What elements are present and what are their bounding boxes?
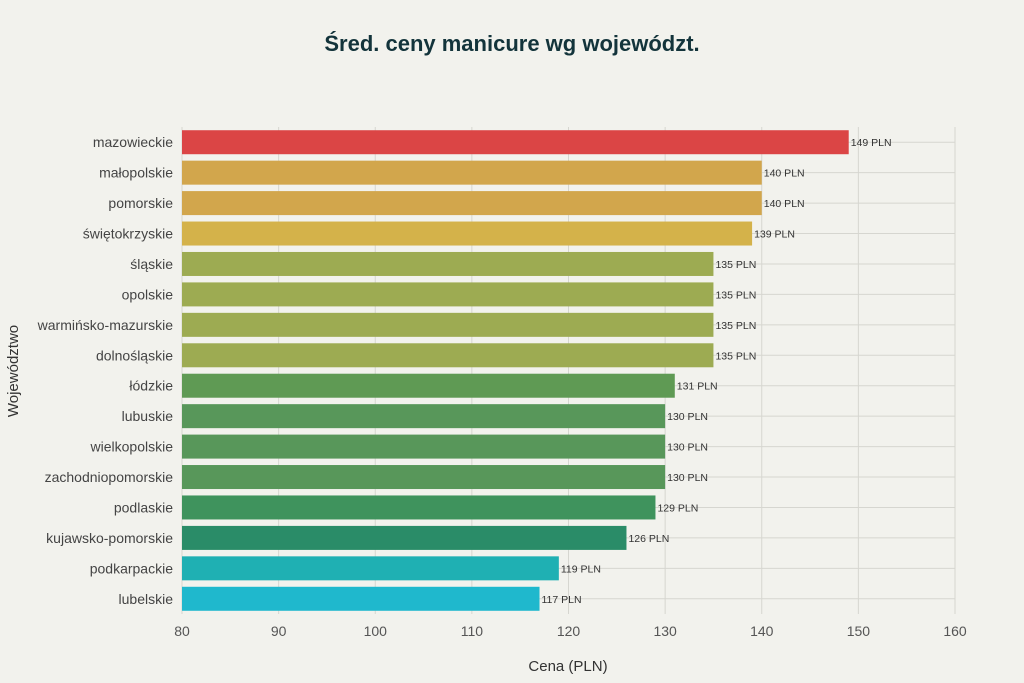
x-tick-label: 140	[750, 623, 774, 639]
category-label: lubelskie	[119, 591, 174, 607]
data-label: 117 PLN	[542, 594, 582, 606]
bar	[182, 525, 627, 550]
data-label: 126 PLN	[628, 533, 669, 545]
category-label: opolskie	[122, 286, 174, 302]
bar	[182, 160, 762, 185]
x-tick-label: 90	[271, 623, 287, 639]
category-label: lubuskie	[122, 408, 174, 424]
x-tick-label: 150	[847, 623, 871, 639]
category-label: świętokrzyskie	[83, 226, 173, 242]
bar	[182, 282, 714, 307]
bar	[182, 373, 675, 398]
x-tick-label: 80	[174, 623, 190, 639]
bars	[182, 130, 849, 611]
category-label: podlaskie	[114, 499, 173, 515]
data-labels: 149 PLN 140 PLN 140 PLN 139 PLN 135 PLN 135 P…	[542, 137, 892, 606]
x-axis-title: Cena (PLN)	[528, 658, 607, 675]
category-labels: mazowieckie małopolskie pomorskie świętokrz…	[37, 134, 174, 607]
bar	[182, 586, 540, 611]
bar	[182, 191, 762, 216]
x-tick-label: 110	[461, 623, 484, 639]
data-label: 130 PLN	[667, 472, 708, 484]
bar	[182, 130, 849, 155]
bar	[182, 556, 559, 581]
x-tick-label: 160	[943, 623, 967, 639]
data-label: 135 PLN	[715, 320, 756, 332]
category-label: dolnośląskie	[96, 347, 173, 363]
bar	[182, 495, 656, 520]
bar	[182, 465, 666, 490]
x-tick-label: 130	[653, 623, 677, 639]
category-label: śląskie	[130, 256, 173, 272]
bar	[182, 221, 753, 246]
category-label: zachodniopomorskie	[45, 469, 174, 485]
bar	[182, 312, 714, 337]
data-label: 129 PLN	[657, 502, 698, 514]
category-label: kujawsko-pomorskie	[46, 530, 173, 546]
data-label: 131 PLN	[677, 381, 718, 393]
x-tick-label: 100	[364, 623, 388, 639]
bar	[182, 343, 714, 368]
data-label: 135 PLN	[715, 350, 756, 362]
category-label: małopolskie	[99, 165, 173, 181]
data-label: 140 PLN	[764, 168, 805, 180]
category-label: wielkopolskie	[90, 439, 174, 455]
chart-title: Śred. ceny manicure wg województ.	[324, 31, 699, 56]
y-axis-title: Województwo	[5, 325, 22, 417]
bar	[182, 434, 666, 459]
data-label: 119 PLN	[561, 563, 601, 575]
data-label: 140 PLN	[764, 198, 805, 210]
category-label: mazowieckie	[93, 134, 173, 150]
data-label: 130 PLN	[667, 442, 708, 454]
category-label: warmińsko-mazurskie	[37, 317, 174, 333]
category-label: łódzkie	[129, 378, 173, 394]
x-tick-labels: 80 90 100 110 120 130 140 150 160	[174, 623, 967, 639]
data-label: 149 PLN	[851, 137, 892, 149]
bar	[182, 404, 666, 429]
category-label: pomorskie	[108, 195, 173, 211]
data-label: 139 PLN	[754, 229, 795, 241]
x-tick-label: 120	[557, 623, 581, 639]
data-label: 130 PLN	[667, 411, 708, 423]
category-label: podkarpackie	[90, 560, 173, 576]
bar	[182, 251, 714, 276]
data-label: 135 PLN	[715, 259, 756, 271]
data-label: 135 PLN	[715, 289, 756, 301]
